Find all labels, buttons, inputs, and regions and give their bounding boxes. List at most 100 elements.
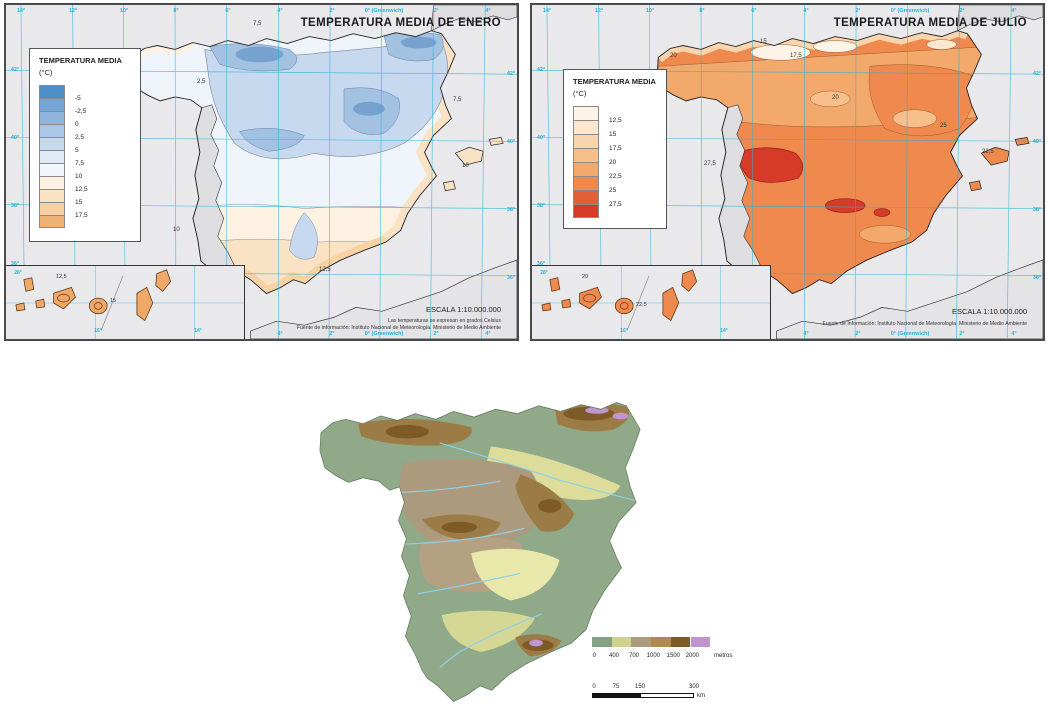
legend-label: 0 bbox=[75, 121, 79, 128]
legend-label: 10 bbox=[75, 173, 83, 180]
legend-label: 25 bbox=[609, 187, 617, 194]
graticule-label: 4° bbox=[485, 331, 491, 337]
legend-swatch bbox=[39, 111, 65, 124]
graticule-label: 0° (Greenwich) bbox=[890, 8, 930, 14]
legend-swatch bbox=[39, 85, 65, 98]
relief-map bbox=[316, 398, 646, 706]
legend-label: 27,5 bbox=[609, 201, 622, 208]
canary-inset-graphic bbox=[532, 266, 770, 339]
legend-label: 2,5 bbox=[75, 134, 85, 141]
graticule-label: 4° bbox=[277, 8, 283, 14]
january-map-panel: TEMPERATURA MEDIA DE ENERO TEMPERATURA M… bbox=[4, 3, 519, 341]
graticule-label: 4° bbox=[1011, 8, 1017, 14]
graticule-label: 40° bbox=[506, 139, 516, 145]
january-legend: TEMPERATURA MEDIA (°C) -5 -2,5 0 2,5 5 7… bbox=[29, 48, 141, 242]
elevation-legend: 0 400 700 1000 1500 2000 metros bbox=[592, 637, 732, 667]
january-color-ramp: -5 -2,5 0 2,5 5 7,5 10 12,5 15 17,5 bbox=[39, 85, 131, 228]
legend-swatch bbox=[39, 202, 65, 215]
graticule-label: 6° bbox=[751, 8, 757, 14]
july-legend: TEMPERATURA MEDIA (°C) 12,5 15 17,5 20 2… bbox=[563, 69, 667, 229]
scale-tick: 0 bbox=[592, 684, 596, 690]
scale-tick: 300 bbox=[688, 684, 700, 690]
graticule-label: 12° bbox=[68, 8, 78, 14]
elevation-unit: metros bbox=[714, 653, 733, 659]
graticule-label: 36° bbox=[10, 261, 20, 267]
graticule-label: 2° bbox=[959, 8, 965, 14]
isotherm-label: 20 bbox=[832, 95, 839, 101]
isotherm-label: 7,5 bbox=[253, 21, 262, 27]
graticule-label: 14° bbox=[16, 8, 26, 14]
legend-label: 7,5 bbox=[75, 160, 85, 167]
legend-swatch bbox=[39, 215, 65, 228]
graticule-label: 6° bbox=[225, 8, 231, 14]
scale-text: ESCALA 1:10.000.000 bbox=[425, 305, 501, 314]
elevation-label: 700 bbox=[628, 653, 640, 659]
legend-swatch bbox=[573, 162, 599, 176]
graticule-label: 2° bbox=[959, 331, 965, 337]
isotherm-label: 17,5 bbox=[790, 53, 802, 59]
scale-bar-unit: km bbox=[697, 693, 705, 699]
graticule-label: 16° bbox=[620, 328, 628, 334]
elevation-label: 400 bbox=[608, 653, 620, 659]
graticule-label: 40° bbox=[1032, 139, 1042, 145]
legend-swatch bbox=[39, 137, 65, 150]
isotherm-label: 25 bbox=[940, 123, 947, 129]
relief-map-graphic bbox=[319, 401, 641, 703]
legend-label: 15 bbox=[609, 131, 617, 138]
graticule-label: 0° (Greenwich) bbox=[890, 331, 930, 337]
scale-text: ESCALA 1:10.000.000 bbox=[951, 307, 1027, 316]
graticule-label: 42° bbox=[536, 67, 546, 73]
legend-swatch bbox=[39, 124, 65, 137]
elevation-label: 0 bbox=[592, 653, 597, 659]
graticule-label: 0° (Greenwich) bbox=[364, 8, 404, 14]
legend-swatch bbox=[39, 189, 65, 202]
legend-swatch bbox=[573, 190, 599, 204]
graticule-label: 14° bbox=[194, 328, 202, 334]
legend-title: TEMPERATURA MEDIA bbox=[39, 56, 122, 65]
legend-label: -5 bbox=[75, 95, 81, 102]
graticule-label: 2° bbox=[433, 8, 439, 14]
isotherm-label: 7,5 bbox=[453, 97, 462, 103]
graticule-label: 10° bbox=[645, 8, 655, 14]
map-note: Las temperaturas se expresan en grados C… bbox=[387, 318, 501, 324]
inset-value-label: 22,5 bbox=[636, 302, 647, 308]
graticule-label: 36° bbox=[536, 261, 546, 267]
legend-label: 5 bbox=[75, 147, 79, 154]
graticule-label: 38° bbox=[10, 203, 20, 209]
map-note: Fuente de información: Instituto Naciona… bbox=[296, 325, 501, 331]
graticule-label: 8° bbox=[173, 8, 179, 14]
graticule-label: 38° bbox=[536, 203, 546, 209]
graticule-label: 2° bbox=[329, 8, 335, 14]
elevation-label: 1000 bbox=[646, 653, 661, 659]
legend-label: 20 bbox=[609, 159, 617, 166]
isotherm-label: 10 bbox=[462, 163, 469, 169]
graticule-label: 42° bbox=[10, 67, 20, 73]
map-note: Fuente de Información: Instituto Naciona… bbox=[822, 321, 1027, 327]
graticule-label: 2° bbox=[433, 331, 439, 337]
isotherm-label: 22,5 bbox=[982, 149, 994, 155]
graticule-label: 36° bbox=[506, 275, 516, 281]
legend-swatch bbox=[573, 204, 599, 218]
legend-label: 17,5 bbox=[75, 212, 88, 219]
graticule-label: 4° bbox=[803, 331, 809, 337]
graticule-label: 40° bbox=[536, 135, 546, 141]
graticule-label: 42° bbox=[1032, 71, 1042, 77]
legend-label: 12,5 bbox=[75, 186, 88, 193]
isotherm-label: 2,5 bbox=[197, 79, 206, 85]
july-map-panel: TEMPERATURA MEDIA DE JULIO TEMPERATURA M… bbox=[530, 3, 1045, 341]
graticule-label: 10° bbox=[119, 8, 129, 14]
scale-bar-ticks: 0 75 150 300 bbox=[592, 684, 722, 692]
graticule-label: 14° bbox=[542, 8, 552, 14]
isotherm-label: 10 bbox=[173, 227, 180, 233]
inset-value-label: 15 bbox=[110, 298, 117, 304]
graticule-label: 36° bbox=[1032, 275, 1042, 281]
legend-title: TEMPERATURA MEDIA bbox=[573, 77, 656, 86]
legend-swatch bbox=[573, 148, 599, 162]
graticule-label: 4° bbox=[485, 8, 491, 14]
legend-swatch bbox=[573, 106, 599, 120]
scale-bar-filled bbox=[593, 694, 641, 697]
scale-tick: 75 bbox=[612, 684, 620, 690]
graticule-label: 38° bbox=[506, 207, 516, 213]
legend-unit: (°C) bbox=[39, 68, 53, 77]
